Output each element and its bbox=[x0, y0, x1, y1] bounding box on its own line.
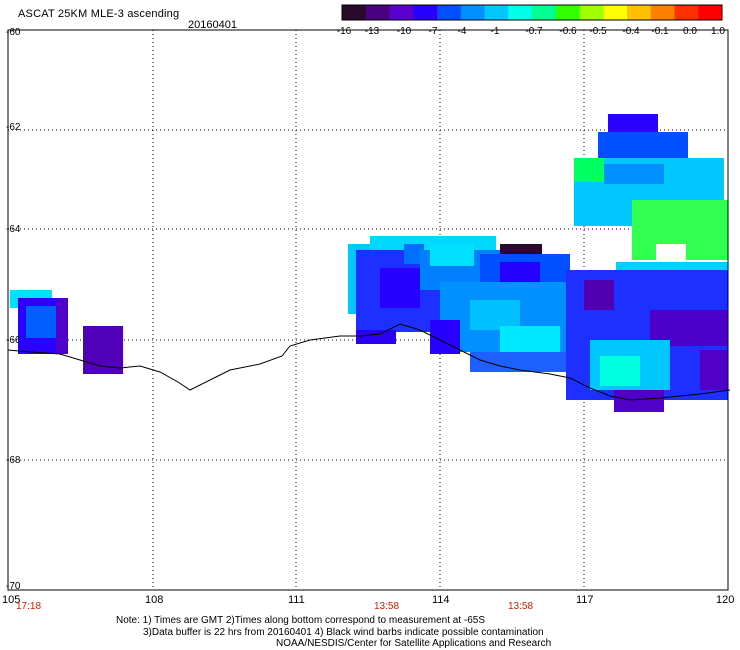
colorbar-label: -0.7 bbox=[525, 26, 543, 37]
data-cell bbox=[614, 390, 664, 412]
y-tick-label: -68 bbox=[6, 455, 21, 466]
data-cell bbox=[500, 244, 542, 254]
note-line-1: Note: 1) Times are GMT 2)Times along bot… bbox=[116, 615, 486, 626]
colorbar-label: -0.5 bbox=[589, 26, 607, 37]
colorbar bbox=[341, 4, 723, 21]
y-tick-label: -70 bbox=[6, 581, 21, 592]
y-tick-label: -60 bbox=[6, 27, 21, 38]
data-cell bbox=[430, 244, 474, 266]
colorbar-swatch bbox=[342, 5, 367, 20]
data-cell bbox=[598, 132, 688, 162]
data-cell bbox=[604, 164, 664, 184]
data-cell bbox=[404, 244, 424, 264]
data-cell bbox=[500, 326, 560, 352]
colorbar-label: -13 bbox=[365, 26, 380, 37]
colorbar-swatch bbox=[603, 5, 628, 20]
colorbar-label: -16 bbox=[337, 26, 352, 37]
time-label: 13:58 bbox=[508, 601, 533, 612]
colorbar-swatch bbox=[365, 5, 390, 20]
colorbar-swatch bbox=[437, 5, 462, 20]
y-tick-label: -64 bbox=[6, 224, 21, 235]
note-line-2: 3)Data buffer is 22 hrs from 20160401 4)… bbox=[143, 627, 544, 638]
colorbar-swatch bbox=[555, 5, 580, 20]
colorbar-swatch bbox=[413, 5, 438, 20]
x-tick-label: 111 bbox=[288, 594, 305, 606]
x-tick-label: 117 bbox=[576, 594, 594, 606]
colorbar-label: -4 bbox=[458, 26, 467, 37]
colorbar-label: -0.4 bbox=[622, 26, 640, 37]
time-label: 17:18 bbox=[16, 601, 41, 612]
data-cell bbox=[584, 280, 614, 310]
colorbar-swatch bbox=[674, 5, 699, 20]
x-tick-label: 105 bbox=[2, 594, 20, 606]
product-title: ASCAT 25KM MLE-3 ascending bbox=[18, 8, 180, 20]
colorbar-label: -10 bbox=[397, 26, 412, 37]
colorbar-swatch bbox=[627, 5, 652, 20]
colorbar-label: -0.1 bbox=[651, 26, 669, 37]
data-cell bbox=[356, 330, 396, 344]
x-tick-label: 114 bbox=[432, 594, 450, 606]
data-cell bbox=[600, 356, 640, 386]
data-cell bbox=[56, 298, 68, 354]
data-cell bbox=[574, 158, 604, 182]
data-cell bbox=[700, 350, 728, 390]
colorbar-swatch bbox=[532, 5, 557, 20]
data-cell bbox=[26, 306, 56, 338]
time-labels: 17:18 13:58 13:58 bbox=[16, 601, 533, 612]
plot-frame bbox=[7, 29, 729, 591]
x-tick-label: 120 bbox=[716, 594, 734, 606]
data-cell bbox=[380, 268, 420, 308]
colorbar-swatch bbox=[508, 5, 533, 20]
wind-data-cells bbox=[10, 114, 728, 412]
colorbar-label: -0.6 bbox=[559, 26, 577, 37]
colorbar-label: 0.0 bbox=[683, 26, 697, 37]
colorbar-label: -7 bbox=[429, 26, 438, 37]
colorbar-swatch bbox=[698, 5, 723, 20]
coastline bbox=[7, 323, 731, 401]
colorbar-swatch bbox=[484, 5, 509, 20]
colorbar-swatch bbox=[460, 5, 485, 20]
colorbar-border bbox=[341, 4, 723, 21]
colorbar-labels: -16 -13 -10 -7 -4 -1 -0.7 -0.6 -0.5 -0.4… bbox=[337, 26, 726, 37]
colorbar-swatch bbox=[389, 5, 414, 20]
colorbar-swatch bbox=[579, 5, 604, 20]
time-label: 13:58 bbox=[374, 601, 399, 612]
data-cell bbox=[470, 300, 520, 330]
y-axis-labels: -60 -62 -64 -66 -68 -70 bbox=[6, 27, 21, 592]
data-cell bbox=[470, 352, 570, 372]
y-tick-label: -66 bbox=[6, 335, 21, 346]
x-tick-label: 108 bbox=[145, 594, 163, 606]
colorbar-swatch bbox=[650, 5, 675, 20]
colorbar-label: -1 bbox=[491, 26, 500, 37]
product-date: 20160401 bbox=[188, 19, 237, 31]
data-cell bbox=[656, 244, 686, 260]
note-line-3: NOAA/NESDIS/Center for Satellite Applica… bbox=[276, 638, 552, 649]
y-tick-label: -62 bbox=[6, 122, 21, 133]
x-axis-labels: 105 108 111 114 117 120 bbox=[2, 594, 734, 606]
colorbar-label: 1.0 bbox=[711, 26, 725, 37]
